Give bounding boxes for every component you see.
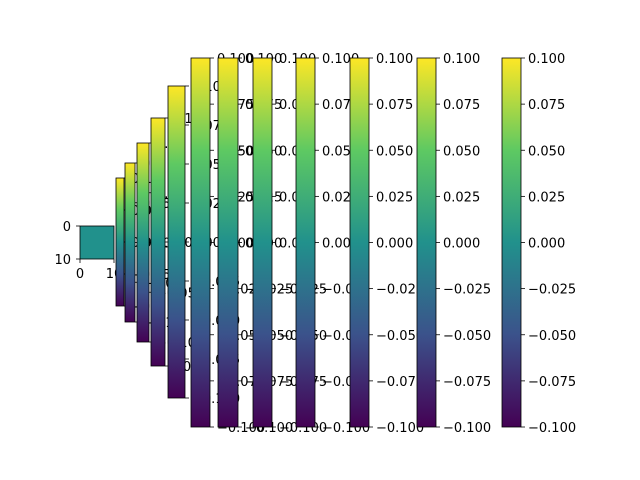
x-tick-label: 0 xyxy=(76,267,84,282)
colorbar-gradient xyxy=(136,142,150,343)
colorbar-tick-label: −0.050 xyxy=(443,329,491,344)
colorbar-tick-label: 0.075 xyxy=(443,98,480,113)
colorbar-tick-label: 0.025 xyxy=(528,190,565,205)
colorbar-gradient xyxy=(295,57,316,428)
colorbars: 0.10.050.00−0.05−0.10.10.050.00−0.05−0.1… xyxy=(115,52,576,436)
colorbar-tick-label: 0.075 xyxy=(376,98,413,113)
colorbar-tick-label: −0.100 xyxy=(376,421,424,436)
colorbar-gradient xyxy=(217,57,239,428)
colorbar-tick-label: −0.025 xyxy=(528,283,576,298)
colorbar-tick-label: 0.050 xyxy=(443,144,480,159)
colorbar-tick-label: −0.050 xyxy=(528,329,576,344)
colorbar-tick-label: 0.100 xyxy=(376,52,413,67)
colorbar-tick-label: −0.025 xyxy=(443,283,491,298)
y-tick-label: 0 xyxy=(63,220,71,235)
colorbar: 0.100 0.075 0.050 0.025 0.000 −0.025 −0.050 −0.… xyxy=(349,52,424,436)
colorbar-gradient xyxy=(115,177,125,307)
colorbar-tick-label: 0.025 xyxy=(443,190,480,205)
colorbar-gradient xyxy=(167,85,186,399)
colorbar: 0.100 0.075 0.050 0.025 0.000 −0.025 −0.050 −0.… xyxy=(416,52,491,436)
colorbar-tick-label: −0.075 xyxy=(443,375,491,390)
colorbar-tick-label: 0.000 xyxy=(376,237,413,252)
colorbar-tick-label: 0.050 xyxy=(376,144,413,159)
colorbar-gradient xyxy=(150,117,166,367)
colorbar-tick-label: 0.075 xyxy=(528,98,565,113)
colorbar-tick-label: −0.050 xyxy=(376,329,424,344)
colorbar-gradient xyxy=(252,57,273,428)
colorbar-tick-label: −0.025 xyxy=(376,283,424,298)
colorbar-tick-label: −0.100 xyxy=(528,421,576,436)
colorbar: 0.100 0.075 0.050 0.025 0.000 −0.025 −0.050 −0.… xyxy=(501,52,576,436)
colorbar: 0.1000.0750.0500.0250.000−0.025−0.050−0.… xyxy=(252,52,327,436)
colorbar-tick-label: 0.050 xyxy=(528,144,565,159)
colorbar-tick-label: −0.075 xyxy=(376,375,424,390)
colorbar-tick-label: −0.100 xyxy=(443,421,491,436)
colorbar-tick-label: 0.025 xyxy=(376,190,413,205)
colorbar-gradient xyxy=(349,57,370,428)
colorbar-gradient xyxy=(124,162,136,323)
y-tick-label: 10 xyxy=(54,253,71,268)
colorbar-tick-label: 0.000 xyxy=(528,237,565,252)
colorbar-tick-label: −0.075 xyxy=(528,375,576,390)
colorbar-tick-label: 0.100 xyxy=(528,52,565,67)
colorbar-gradient xyxy=(190,57,211,428)
colorbar-tick-label: 0.100 xyxy=(443,52,480,67)
colorbar-tick-label: 0.000 xyxy=(443,237,480,252)
colorbar-gradient xyxy=(416,57,437,428)
colorbar-gradient xyxy=(501,57,522,428)
heatmap-cell xyxy=(79,225,115,260)
